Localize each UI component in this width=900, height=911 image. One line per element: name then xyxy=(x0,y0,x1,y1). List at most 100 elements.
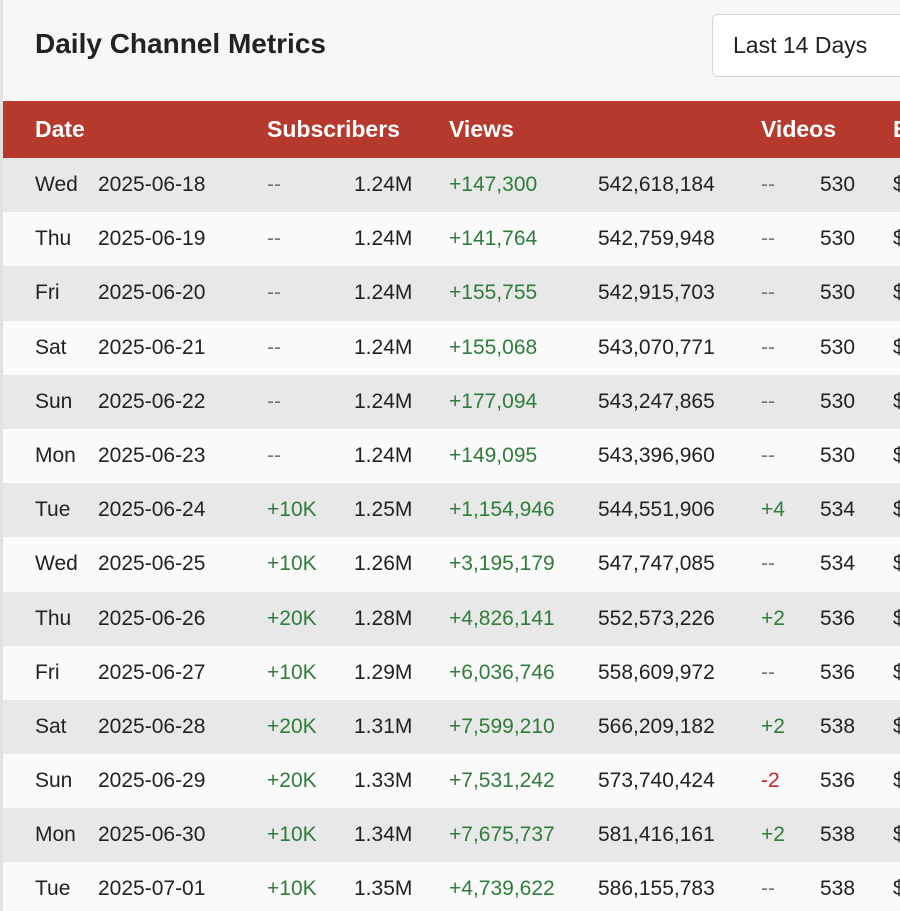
day-cell: Fri xyxy=(35,281,60,305)
subscriber-change-cell: +10K xyxy=(267,823,317,847)
subscriber-total-cell: 1.24M xyxy=(354,335,413,359)
column-header-views[interactable]: Views xyxy=(449,116,514,142)
column-header-date[interactable]: Date xyxy=(35,116,85,142)
video-total-cell: 534 xyxy=(820,498,856,522)
subscriber-total-cell: 1.25M xyxy=(354,498,413,522)
video-total-cell: 536 xyxy=(820,660,856,684)
view-change-cell: +7,675,737 xyxy=(449,823,555,847)
extra-cell: $ xyxy=(893,227,900,251)
date-cell: 2025-06-27 xyxy=(98,660,206,684)
extra-cell: $ xyxy=(893,498,900,522)
extra-cell: $ xyxy=(893,606,900,630)
table-row: Tue 2025-06-24 +10K 1.25M +1,154,946 544,551,… xyxy=(3,483,900,538)
metrics-table: Date Subscribers Views Videos E Wed 2025-… xyxy=(3,101,900,911)
day-cell: Fri xyxy=(35,660,60,684)
table-row: Wed 2025-06-25 +10K 1.26M +3,195,179 547,747,… xyxy=(3,537,900,592)
video-change-cell: +2 xyxy=(761,714,785,738)
extra-cell: $ xyxy=(893,552,900,576)
view-change-cell: +149,095 xyxy=(449,443,538,467)
page-title: Daily Channel Metrics xyxy=(35,28,326,59)
day-cell: Wed xyxy=(35,552,78,576)
subscriber-total-cell: 1.24M xyxy=(354,281,413,305)
table-row: Mon 2025-06-30 +10K 1.34M +7,675,737 581,416,… xyxy=(3,808,900,863)
subscriber-change-cell: -- xyxy=(267,389,281,413)
video-change-cell: -2 xyxy=(761,769,780,793)
video-change-cell: -- xyxy=(761,335,775,359)
video-change-cell: -- xyxy=(761,877,775,901)
left-divider xyxy=(0,0,3,911)
subscriber-total-cell: 1.33M xyxy=(354,769,413,793)
view-change-cell: +7,599,210 xyxy=(449,714,555,738)
view-change-cell: +4,826,141 xyxy=(449,606,555,630)
table-row: Sat 2025-06-21 -- 1.24M +155,068 543,070,771 -… xyxy=(3,320,900,375)
video-total-cell: 534 xyxy=(820,552,856,576)
date-cell: 2025-06-29 xyxy=(98,769,206,793)
video-total-cell: 538 xyxy=(820,823,856,847)
view-change-cell: +1,154,946 xyxy=(449,498,555,522)
view-change-cell: +4,739,622 xyxy=(449,877,555,901)
subscriber-change-cell: +20K xyxy=(267,714,317,738)
day-cell: Sun xyxy=(35,389,73,413)
view-change-cell: +7,531,242 xyxy=(449,769,555,793)
date-cell: 2025-06-22 xyxy=(98,389,206,413)
video-total-cell: 530 xyxy=(820,227,856,251)
column-header-extra[interactable]: E xyxy=(893,101,900,158)
subscriber-total-cell: 1.24M xyxy=(354,227,413,251)
subscriber-change-cell: -- xyxy=(267,281,281,305)
subscriber-total-cell: 1.24M xyxy=(354,173,413,196)
video-total-cell: 530 xyxy=(820,443,856,467)
date-cell: 2025-06-18 xyxy=(98,173,206,196)
date-cell: 2025-06-19 xyxy=(98,227,206,251)
view-total-cell: 543,396,960 xyxy=(598,443,715,467)
video-total-cell: 530 xyxy=(820,281,856,305)
video-change-cell: -- xyxy=(761,389,775,413)
subscriber-change-cell: +20K xyxy=(267,606,317,630)
view-total-cell: 547,747,085 xyxy=(598,552,715,576)
date-range-select[interactable]: Last 14 Days xyxy=(712,14,900,77)
view-total-cell: 573,740,424 xyxy=(598,769,715,793)
subscriber-total-cell: 1.24M xyxy=(354,389,413,413)
video-total-cell: 536 xyxy=(820,606,856,630)
subscriber-total-cell: 1.31M xyxy=(354,714,413,738)
view-total-cell: 543,247,865 xyxy=(598,389,715,413)
view-change-cell: +6,036,746 xyxy=(449,660,555,684)
table-row: Mon 2025-06-23 -- 1.24M +149,095 543,396,960 -… xyxy=(3,428,900,484)
table-row: Sun 2025-06-22 -- 1.24M +177,094 543,247,865 -… xyxy=(3,374,900,429)
video-total-cell: 530 xyxy=(820,335,856,359)
day-cell: Tue xyxy=(35,498,71,522)
view-total-cell: 544,551,906 xyxy=(598,498,715,522)
day-cell: Mon xyxy=(35,443,76,467)
view-change-cell: +155,755 xyxy=(449,281,538,305)
subscriber-total-cell: 1.24M xyxy=(354,443,413,467)
video-total-cell: 538 xyxy=(820,714,856,738)
video-total-cell: 536 xyxy=(820,769,856,793)
date-range-select-label: Last 14 Days xyxy=(733,32,868,58)
subscriber-change-cell: +10K xyxy=(267,552,317,576)
date-cell: 2025-07-01 xyxy=(98,877,206,901)
view-total-cell: 566,209,182 xyxy=(598,714,715,738)
subscriber-change-cell: -- xyxy=(267,227,281,251)
date-cell: 2025-06-24 xyxy=(98,498,206,522)
column-header-subscribers[interactable]: Subscribers xyxy=(267,116,400,142)
extra-cell: $ xyxy=(893,173,900,196)
view-total-cell: 542,915,703 xyxy=(598,281,715,305)
view-change-cell: +141,764 xyxy=(449,227,538,251)
view-total-cell: 542,618,184 xyxy=(598,173,715,196)
extra-cell: $ xyxy=(893,877,900,901)
date-cell: 2025-06-23 xyxy=(98,443,206,467)
subscriber-change-cell: -- xyxy=(267,443,281,467)
extra-cell: $ xyxy=(893,389,900,413)
video-total-cell: 538 xyxy=(820,877,856,901)
subscriber-change-cell: +10K xyxy=(267,498,317,522)
table-row: Tue 2025-07-01 +10K 1.35M +4,739,622 586,155,… xyxy=(3,862,900,911)
table-row: Sat 2025-06-28 +20K 1.31M +7,599,210 566,209,… xyxy=(3,699,900,755)
view-total-cell: 581,416,161 xyxy=(598,823,715,847)
extra-cell: $ xyxy=(893,769,900,793)
column-header-videos[interactable]: Videos xyxy=(761,116,836,142)
subscriber-total-cell: 1.28M xyxy=(354,606,413,630)
video-change-cell: +4 xyxy=(761,498,785,522)
view-total-cell: 586,155,783 xyxy=(598,877,715,901)
view-total-cell: 543,070,771 xyxy=(598,335,715,359)
subscriber-change-cell: -- xyxy=(267,173,281,196)
